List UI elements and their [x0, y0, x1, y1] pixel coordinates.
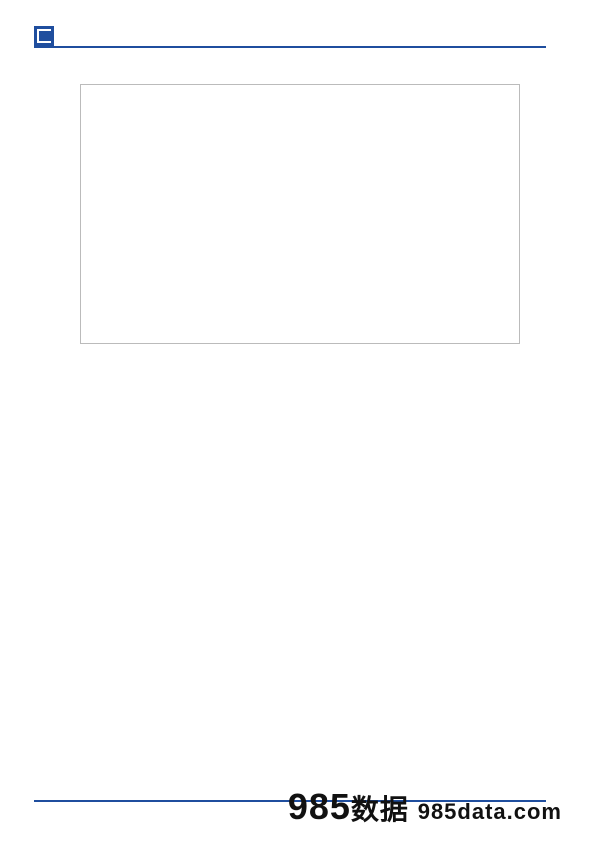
chart-svg — [81, 85, 519, 343]
watermark: 985数据 985data.com — [288, 786, 562, 828]
header-divider — [34, 46, 546, 48]
figure-chart — [80, 84, 520, 344]
brand-block — [34, 26, 59, 46]
brand-logo-icon — [34, 26, 54, 46]
